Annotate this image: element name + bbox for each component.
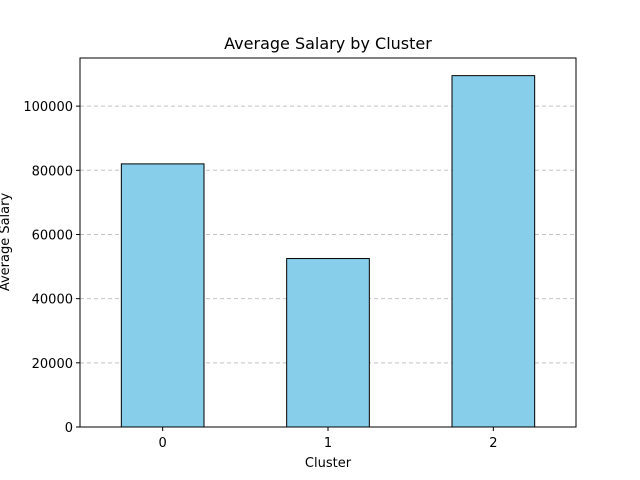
bar-cluster-2 <box>451 75 536 428</box>
x-axis-ticks: 0 1 2 <box>159 427 497 451</box>
y-tick-label: 60000 <box>32 228 73 243</box>
chart-title: Average Salary by Cluster <box>224 34 432 53</box>
y-axis-ticks: 0 20000 40000 60000 80000 100000 <box>23 100 80 436</box>
bar-cluster-0 <box>120 163 205 428</box>
x-tick-label: 0 <box>159 436 167 451</box>
y-tick-label: 20000 <box>32 357 73 372</box>
y-tick-label: 80000 <box>32 164 73 179</box>
bars <box>120 75 536 428</box>
y-tick-label: 40000 <box>32 293 73 308</box>
y-tick-label: 0 <box>65 421 73 436</box>
y-axis-label: Average Salary <box>0 193 13 292</box>
x-tick-label: 2 <box>489 436 497 451</box>
x-tick-label: 1 <box>324 436 332 451</box>
y-tick-label: 100000 <box>23 100 73 115</box>
x-axis-label: Cluster <box>305 456 352 471</box>
bar-cluster-1 <box>286 258 370 428</box>
